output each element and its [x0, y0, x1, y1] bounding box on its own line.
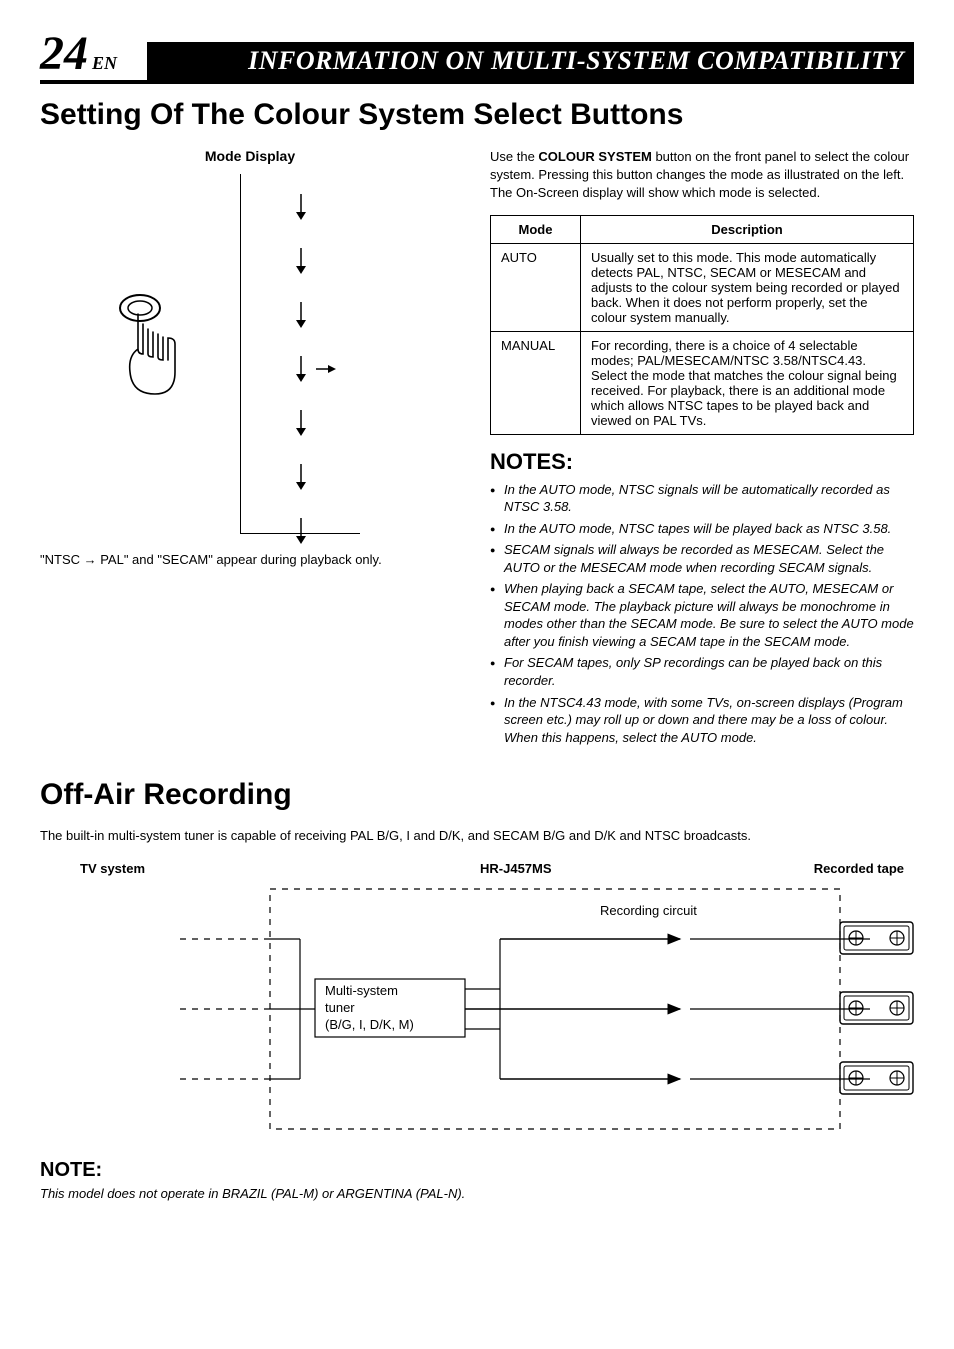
recording-circuit-label: Recording circuit	[600, 903, 697, 918]
playback-caption: "NTSC → PAL" and "SECAM" appear during p…	[40, 552, 460, 567]
tape-icon	[839, 921, 914, 955]
arrow-down-icon	[295, 356, 307, 382]
hand-press-icon	[110, 294, 200, 404]
recorded-tape-label: Recorded tape	[814, 861, 904, 876]
arrow-right-small-icon	[316, 364, 336, 374]
list-item: In the AUTO mode, NTSC tapes will be pla…	[490, 520, 914, 538]
right-column: Use the COLOUR SYSTEM button on the fron…	[490, 148, 914, 750]
page-lang: EN	[92, 53, 117, 74]
page-header: 24 EN INFORMATION ON MULTI-SYSTEM COMPAT…	[40, 30, 914, 84]
arrow-down-icon	[295, 518, 307, 544]
list-item: In the AUTO mode, NTSC signals will be a…	[490, 481, 914, 516]
th-desc: Description	[581, 215, 914, 243]
tuner-line2: tuner	[325, 1000, 355, 1015]
offair-intro: The built-in multi-system tuner is capab…	[40, 828, 914, 843]
two-column-layout: Mode Display "NTSC → PAL" an	[40, 148, 914, 750]
section-offair-title: Off-Air Recording	[40, 778, 914, 812]
list-item: For SECAM tapes, only SP recordings can …	[490, 654, 914, 689]
flow-svg	[40, 879, 910, 1139]
header-title: INFORMATION ON MULTI-SYSTEM COMPATIBILIT…	[147, 42, 914, 80]
arrow-down-icon	[295, 464, 307, 490]
arrow-down-icon	[295, 302, 307, 328]
td-desc: For recording, there is a choice of 4 se…	[581, 331, 914, 434]
td-mode: AUTO	[491, 243, 581, 331]
th-mode: Mode	[491, 215, 581, 243]
flow-diagram: TV system HR-J457MS Recorded tape	[40, 861, 914, 1141]
mode-display-label: Mode Display	[40, 148, 460, 164]
intro-prefix: Use the	[490, 149, 538, 164]
table-row: AUTO Usually set to this mode. This mode…	[491, 243, 914, 331]
note-single-heading: NOTE:	[40, 1159, 914, 1182]
section-colour-system-title: Setting Of The Colour System Select Butt…	[40, 98, 914, 132]
list-item: When playing back a SECAM tape, select t…	[490, 580, 914, 650]
tuner-box-text: Multi-system tuner (B/G, I, D/K, M)	[325, 983, 414, 1034]
model-label: HR-J457MS	[480, 861, 552, 876]
tv-system-label: TV system	[80, 861, 145, 876]
table-row: MANUAL For recording, there is a choice …	[491, 331, 914, 434]
mode-cycle-diagram	[40, 174, 460, 544]
notes-heading: NOTES:	[490, 449, 914, 475]
tape-icon	[839, 991, 914, 1025]
page-number: 24	[40, 30, 88, 78]
tuner-line3: (B/G, I, D/K, M)	[325, 1017, 414, 1032]
tape-icon	[839, 1061, 914, 1095]
list-item: SECAM signals will always be recorded as…	[490, 541, 914, 576]
list-item: In the NTSC4.43 mode, with some TVs, on-…	[490, 694, 914, 747]
td-mode: MANUAL	[491, 331, 581, 434]
mode-table: Mode Description AUTO Usually set to thi…	[490, 215, 914, 435]
tuner-line1: Multi-system	[325, 983, 398, 998]
arrow-down-icon	[295, 410, 307, 436]
notes-list: In the AUTO mode, NTSC signals will be a…	[490, 481, 914, 747]
td-desc: Usually set to this mode. This mode auto…	[581, 243, 914, 331]
table-header-row: Mode Description	[491, 215, 914, 243]
intro-paragraph: Use the COLOUR SYSTEM button on the fron…	[490, 148, 914, 203]
arrow-down-icon	[295, 194, 307, 220]
intro-bold: COLOUR SYSTEM	[538, 149, 651, 164]
arrow-column	[240, 174, 360, 534]
left-column: Mode Display "NTSC → PAL" an	[40, 148, 460, 750]
note-single-text: This model does not operate in BRAZIL (P…	[40, 1186, 914, 1201]
arrow-down-icon	[295, 248, 307, 274]
